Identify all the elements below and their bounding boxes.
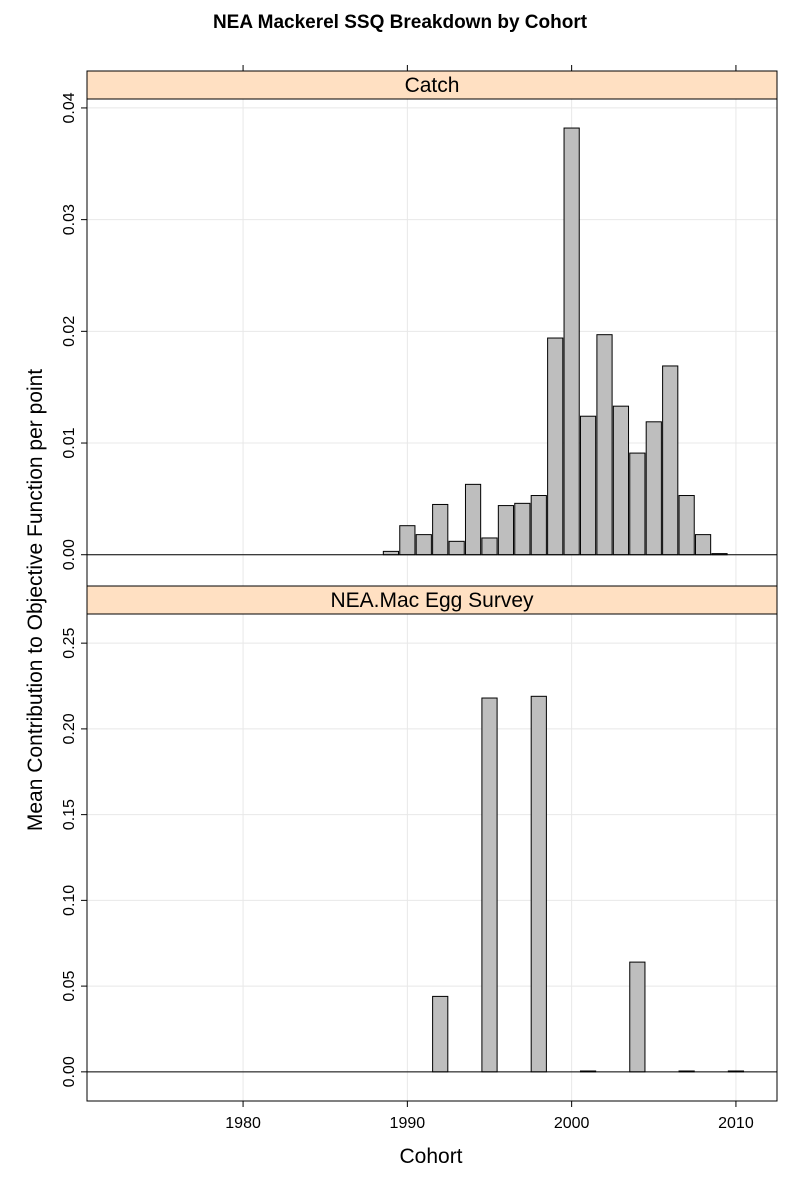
bar-1997 [514,502,531,556]
bar-2003 [612,405,630,556]
bar-1991 [415,534,432,556]
y-axis-label: Mean Contribution to Objective Function … [24,369,47,831]
y-tick-label: 0.05 [61,970,78,1001]
bar-1995 [481,537,498,556]
bar-2001 [579,415,597,556]
y-tick-label: 0.04 [61,92,78,123]
x-tick-label: 2000 [554,1115,590,1132]
strip-header [86,585,778,615]
panel-catch: Catch 0.00 0.01 0.02 0.03 0.04 [61,70,778,587]
bar-2004 [629,452,646,556]
bar-1998 [530,695,547,1073]
bar-1996 [497,505,515,556]
strip-label: NEA.Mac Egg Survey [330,589,534,612]
bar-1992 [432,995,449,1073]
bar-2002 [596,334,613,556]
y-tick-label: 0.02 [61,316,78,347]
x-tick-label: 1980 [225,1115,261,1132]
y-tick-label: 0.00 [61,539,78,570]
bar-1994 [464,483,482,556]
y-tick-label: 0.15 [61,799,78,830]
y-tick-label: 0.00 [61,1056,78,1087]
panels-group: Catch 0.00 0.01 0.02 0.03 0.04 NEA.Mac Egg Sur… [61,65,778,1132]
x-tick-label: 1990 [390,1115,426,1132]
bar-2005 [645,421,662,556]
y-tick-label: 0.03 [61,204,78,235]
bar-2007 [678,495,695,556]
y-tick-label: 0.01 [61,427,78,458]
plot-border [86,613,778,1102]
bar-2000 [563,127,580,556]
bar-1999 [547,337,564,556]
strip-label: Catch [405,74,460,97]
chart-title: NEA Mackerel SSQ Breakdown by Cohort [213,12,588,33]
bar-1992 [432,503,449,556]
x-tick-label: 2010 [718,1115,754,1132]
x-axis-label: Cohort [399,1145,462,1168]
bar-1998 [530,495,547,556]
bar-1995 [481,697,498,1073]
y-tick-label: 0.25 [61,627,78,658]
bar-1990 [399,525,416,556]
bar-2008 [694,534,712,556]
bar-1993 [448,540,465,556]
bar-2006 [662,365,679,556]
strip-header [86,70,778,100]
bar-1989 [382,550,400,556]
y-tick-label: 0.10 [61,885,78,916]
bar-2004 [629,961,646,1073]
panel-egg-survey: NEA.Mac Egg Survey 0.00 0.05 0.10 0.15 0.20 0.… [61,585,778,1102]
y-tick-label: 0.20 [61,713,78,744]
